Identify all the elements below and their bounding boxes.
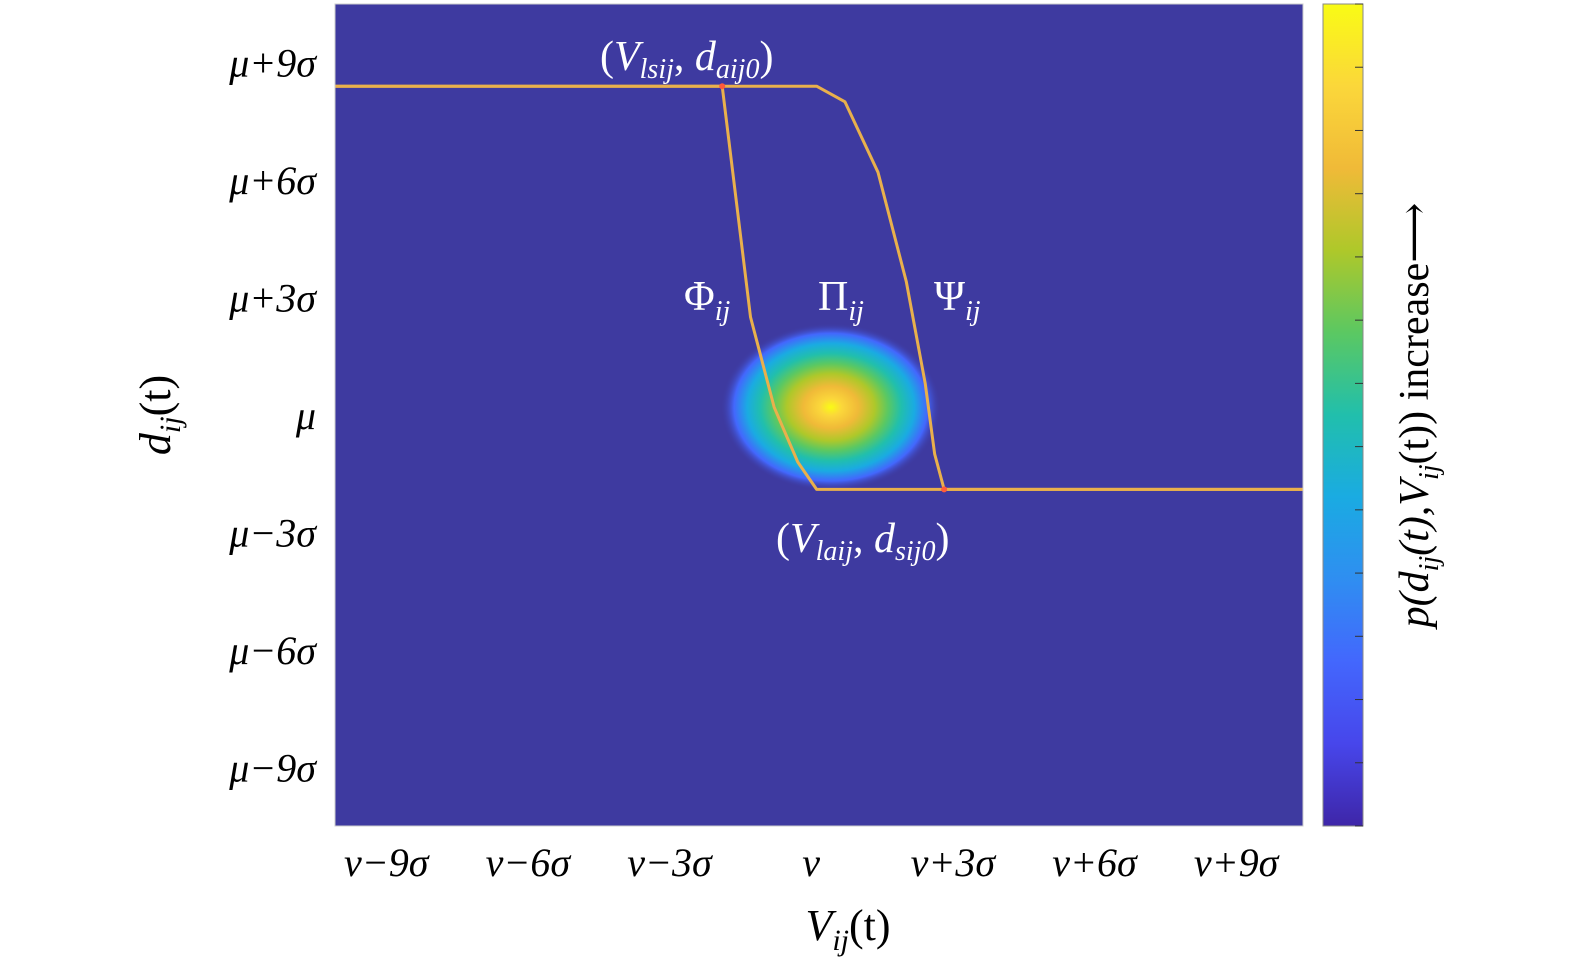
y-tick-label: μ+3σ [228,276,317,321]
y-tick-label: μ+9σ [228,41,317,86]
y-tick-label: μ−6σ [228,628,317,673]
y-tick-label: μ−3σ [228,510,317,555]
y-tick-labels: μ+9σ μ+6σ μ+3σ μ μ−3σ μ−6σ μ−9σ [228,41,317,791]
y-tick-label: μ [295,393,316,438]
annotation-bottom-point: (Vlaij, dsij0) [776,516,949,567]
point-top-marker [719,83,726,90]
x-tick-label: v−3σ [627,840,713,885]
label-psi: Ψij [934,274,981,327]
label-phi: Φij [684,274,730,327]
y-tick-label: μ+6σ [228,158,317,203]
x-tick-label: v [802,840,820,885]
x-axis-label: Vij(t) [805,901,890,957]
curve-psi [335,84,1303,491]
density-peak [720,323,941,492]
y-axis-label: dij(t) [131,375,187,455]
annotation-top-point: (Vlsij, daij0) [600,34,773,85]
x-tick-label: v+3σ [911,840,997,885]
label-pi: Πij [818,274,864,327]
x-tick-label: v+6σ [1052,840,1138,885]
x-tick-labels: v−9σ v−6σ v−3σ v v+3σ v+6σ v+9σ [344,840,1280,885]
x-tick-label: v−6σ [486,840,572,885]
colorbar-ticks [1355,3,1363,827]
x-tick-label: v−9σ [344,840,430,885]
y-tick-label: μ−9σ [228,745,317,790]
point-bottom-marker [941,486,948,493]
plot-frame [334,3,1304,827]
colorbar-label: p(dij(t),Vij(t)) increase⟶ [1392,203,1445,631]
colorbar [1322,3,1364,827]
x-tick-label: v+9σ [1194,840,1280,885]
